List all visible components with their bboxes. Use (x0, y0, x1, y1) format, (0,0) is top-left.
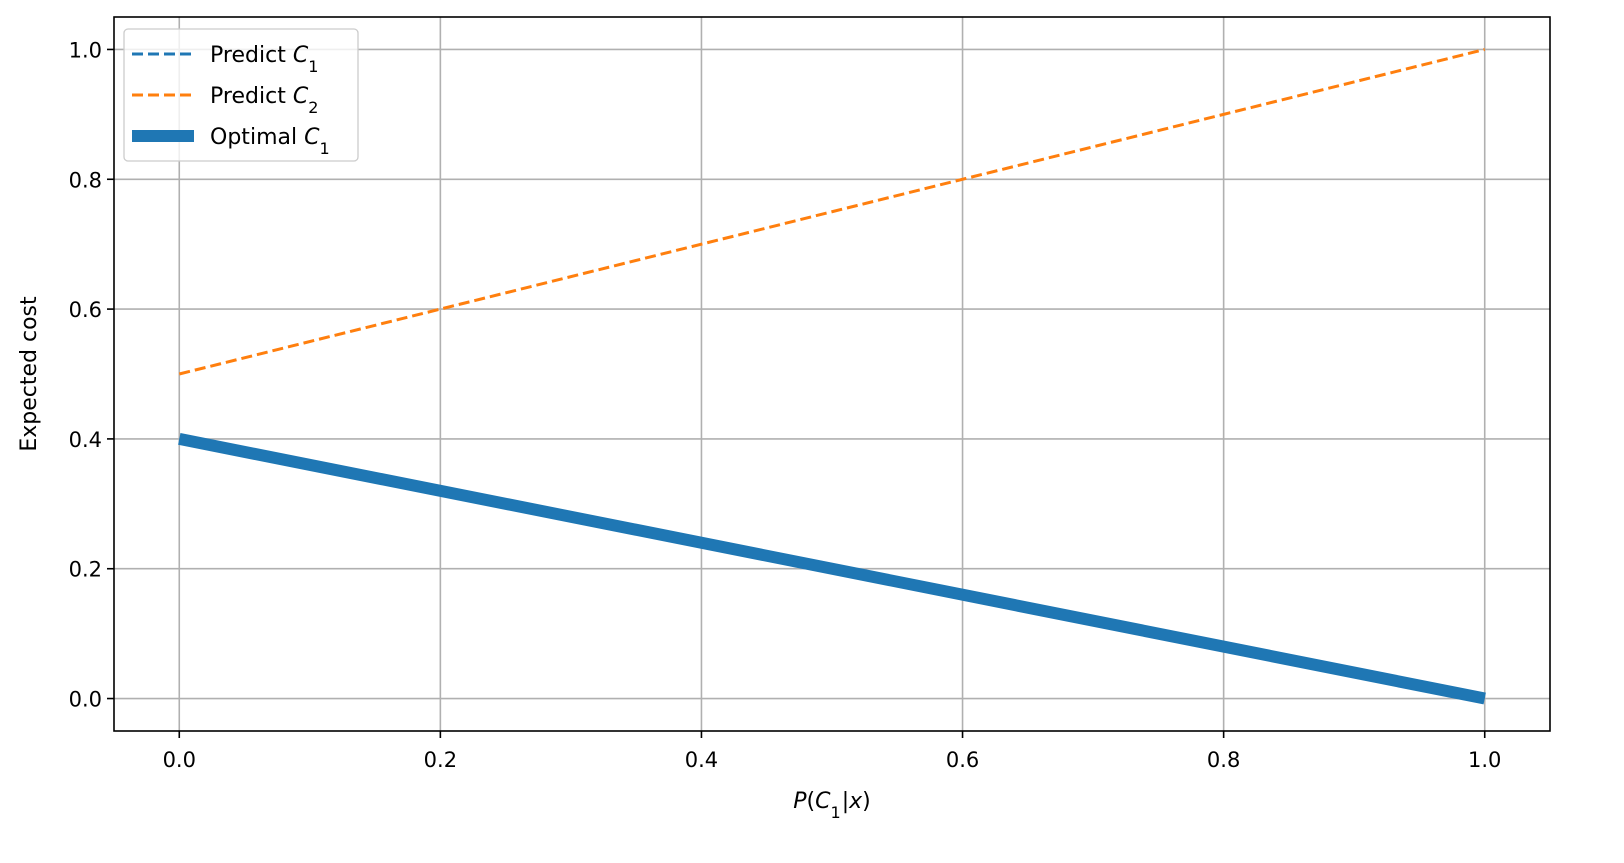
y-tick-label: 0.6 (69, 298, 102, 322)
x-axis-label: P(C1|x) (793, 789, 870, 822)
legend-label: Optimal C1 (210, 125, 330, 158)
y-axis-label: Expected cost (17, 296, 42, 452)
x-tick-label: 0.0 (163, 748, 196, 772)
plot-frame (113, 16, 1551, 732)
legend: Predict C1 Predict C2 Optimal C1 (123, 28, 359, 162)
y-tick-label: 0.4 (69, 428, 102, 452)
x-tick-label: 0.8 (1207, 748, 1240, 772)
x-tick-label: 0.4 (685, 748, 718, 772)
y-tick-label: 0.8 (69, 168, 102, 192)
grid (114, 17, 1550, 731)
legend-box (123, 28, 359, 162)
y-tick-label: 0.2 (69, 558, 102, 582)
plot-series (178, 47, 1486, 705)
x-tick-label: 1.0 (1468, 748, 1501, 772)
y-tick-label: 0.0 (69, 688, 102, 712)
legend-label: Predict C2 (210, 84, 318, 117)
x-tick-label: 0.2 (424, 748, 457, 772)
x-tick-label: 0.6 (946, 748, 979, 772)
axis-ticks: 0.0 0.2 0.4 0.6 0.8 1.0 0.0 0.2 0.4 0.6 0.8 1.0 (69, 38, 1502, 772)
legend-label: Predict C1 (210, 43, 318, 76)
y-tick-label: 1.0 (69, 38, 102, 62)
series-line-1 (178, 47, 1486, 376)
series-line-2 (178, 433, 1486, 705)
